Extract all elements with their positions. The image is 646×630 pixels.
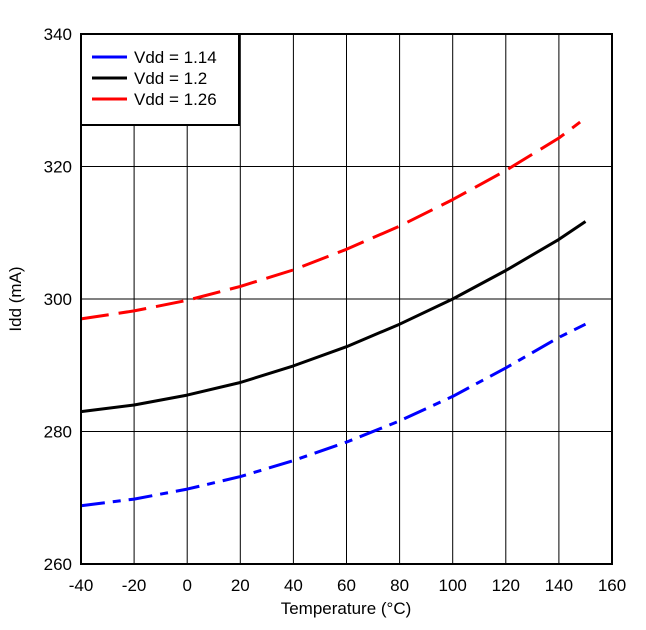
series-line xyxy=(80,120,581,321)
x-tick-label: 160 xyxy=(598,576,626,595)
x-tick-label: 100 xyxy=(439,576,467,595)
x-axis-label: Temperature (°C) xyxy=(281,599,412,618)
x-tick-label: 80 xyxy=(390,576,409,595)
y-tick-label: 340 xyxy=(44,25,72,44)
y-axis-label: Idd (mA) xyxy=(6,266,25,331)
x-tick-label: 0 xyxy=(182,576,191,595)
x-tick-label: 120 xyxy=(492,576,520,595)
series-lines xyxy=(80,120,587,508)
tick-labels: -40 -20 0 20 40 60 80 100 120 140 160 260 280 300 320 3… xyxy=(44,25,627,595)
grid xyxy=(81,34,612,564)
legend: Vdd = 1.14 Vdd = 1.2 Vdd = 1.26 xyxy=(80,33,240,126)
legend-label: Vdd = 1.26 xyxy=(134,90,217,109)
x-tick-label: -20 xyxy=(122,576,147,595)
y-tick-label: 320 xyxy=(44,158,72,177)
legend-label: Vdd = 1.2 xyxy=(134,69,207,88)
x-tick-label: 140 xyxy=(545,576,573,595)
series-line xyxy=(80,322,587,508)
y-tick-label: 280 xyxy=(44,423,72,442)
series-line xyxy=(80,220,587,414)
x-tick-label: 40 xyxy=(284,576,303,595)
x-tick-label: 60 xyxy=(337,576,356,595)
y-tick-label: 260 xyxy=(44,555,72,574)
plot-frame xyxy=(80,33,613,565)
y-tick-label: 300 xyxy=(44,290,72,309)
x-tick-label: 20 xyxy=(231,576,250,595)
legend-label: Vdd = 1.14 xyxy=(134,48,217,67)
x-tick-label: -40 xyxy=(69,576,94,595)
